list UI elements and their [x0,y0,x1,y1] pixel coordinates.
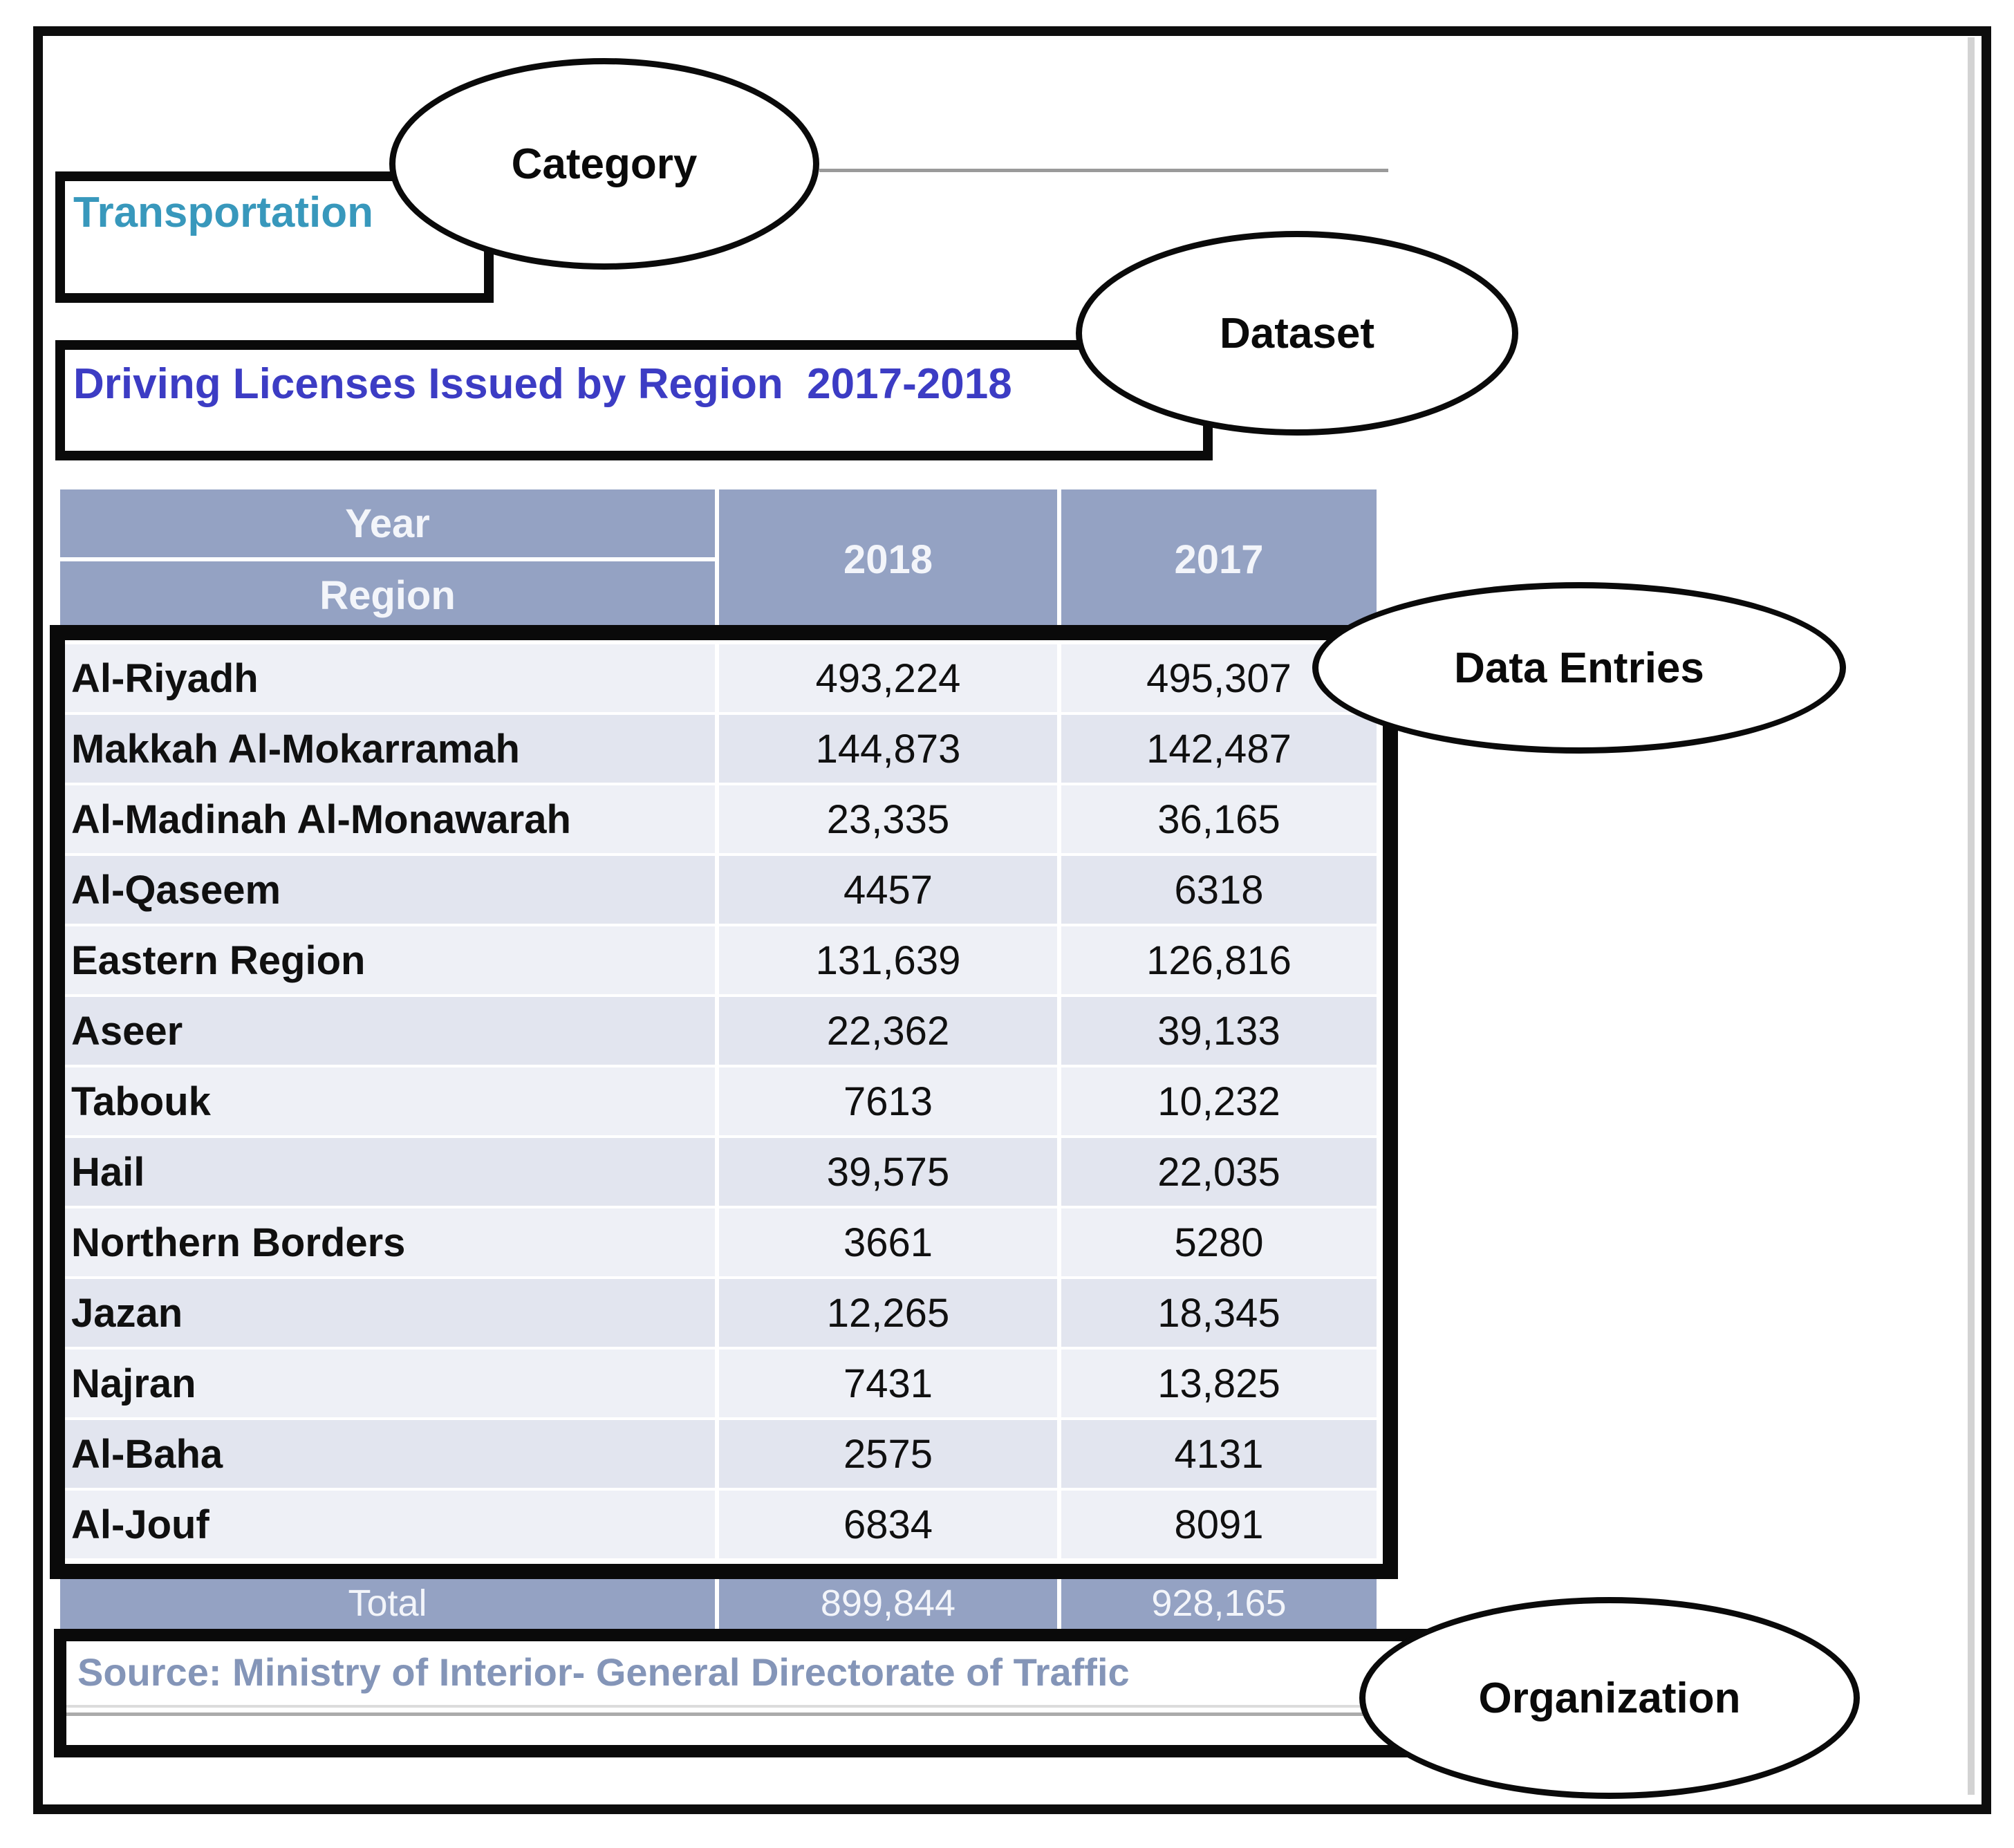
value-2018-cell: 4457 [719,856,1057,924]
organization-callout: Organization [1359,1597,1860,1799]
header-col-2017: 2017 [1061,489,1377,629]
total-2018-cell: 899,844 [719,1576,1057,1630]
value-2017-cell: 18,345 [1061,1279,1377,1347]
region-cell: Najran [60,1350,715,1417]
table-row: Al-Qaseem 4457 6318 [60,856,1377,924]
data-entries-callout: Data Entries [1312,582,1846,754]
region-cell: Northern Borders [60,1208,715,1276]
table-body: Al-Riyadh 493,224 495,307 Makkah Al-Moka… [60,644,1377,1558]
region-cell: Tabouk [60,1067,715,1135]
header-year-label: Year [60,489,715,557]
value-2017-cell: 22,035 [1061,1138,1377,1206]
region-cell: Al-Madinah Al-Monawarah [60,785,715,853]
value-2018-cell: 12,265 [719,1279,1057,1347]
source-divider-line [64,1712,1398,1716]
table-row: Jazan 12,265 18,345 [60,1279,1377,1347]
source-text: Source: Ministry of Interior- General Di… [77,1650,1130,1694]
table-row: Tabouk 7613 10,232 [60,1067,1377,1135]
header-region-label: Region [60,561,715,629]
data-entries-callout-label: Data Entries [1454,644,1704,692]
table-row: Aseer 22,362 39,133 [60,997,1377,1065]
figure-border [33,26,1991,1814]
value-2018-cell: 131,639 [719,926,1057,994]
table-total-row: Total 899,844 928,165 [60,1576,1377,1630]
value-2017-cell: 5280 [1061,1208,1377,1276]
value-2017-cell: 126,816 [1061,926,1377,994]
total-label-cell: Total [60,1576,715,1630]
value-2017-cell: 8091 [1061,1491,1377,1558]
data-table: Year Region 2018 2017 Al-Riyadh 493,224 … [60,489,1377,1630]
value-2018-cell: 3661 [719,1208,1057,1276]
total-2017-cell: 928,165 [1061,1576,1377,1630]
value-2017-cell: 6318 [1061,856,1377,924]
dataset-callout: Dataset [1076,231,1518,436]
value-2018-cell: 23,335 [719,785,1057,853]
value-2017-cell: 10,232 [1061,1067,1377,1135]
region-cell: Al-Qaseem [60,856,715,924]
table-row: Makkah Al-Mokarramah 144,873 142,487 [60,715,1377,783]
dataset-title: Driving Licenses Issued by Region 2017-2… [73,360,1012,408]
table-row: Northern Borders 3661 5280 [60,1208,1377,1276]
region-cell: Al-Baha [60,1420,715,1488]
table-row: Hail 39,575 22,035 [60,1138,1377,1206]
value-2017-cell: 36,165 [1061,785,1377,853]
value-2018-cell: 22,362 [719,997,1057,1065]
region-cell: Eastern Region [60,926,715,994]
value-2018-cell: 2575 [719,1420,1057,1488]
value-2017-cell: 142,487 [1061,715,1377,783]
region-cell: Al-Riyadh [60,644,715,712]
value-2018-cell: 39,575 [719,1138,1057,1206]
table-row: Eastern Region 131,639 126,816 [60,926,1377,994]
value-2018-cell: 493,224 [719,644,1057,712]
value-2018-cell: 6834 [719,1491,1057,1558]
table-row: Najran 7431 13,825 [60,1350,1377,1417]
category-value: Transportation [73,189,374,236]
source-divider-line [64,1705,1398,1708]
region-cell: Makkah Al-Mokarramah [60,715,715,783]
value-2018-cell: 7431 [719,1350,1057,1417]
table-row: Al-Madinah Al-Monawarah 23,335 36,165 [60,785,1377,853]
value-2017-cell: 39,133 [1061,997,1377,1065]
dataset-callout-label: Dataset [1220,309,1374,357]
region-cell: Hail [60,1138,715,1206]
value-2018-cell: 7613 [719,1067,1057,1135]
value-2017-cell: 13,825 [1061,1350,1377,1417]
category-callout-label: Category [511,140,698,188]
page-top-rule [819,169,1388,172]
page-edge-right [1968,37,1975,1795]
region-cell: Al-Jouf [60,1491,715,1558]
category-callout: Category [389,58,819,270]
organization-callout-label: Organization [1478,1674,1741,1722]
table-header: Year Region 2018 2017 [60,489,1377,629]
value-2017-cell: 4131 [1061,1420,1377,1488]
table-row: Al-Baha 2575 4131 [60,1420,1377,1488]
header-year-region-cell: Year Region [60,489,715,629]
value-2018-cell: 144,873 [719,715,1057,783]
region-cell: Aseer [60,997,715,1065]
header-col-2018: 2018 [719,489,1057,629]
table-row: Al-Jouf 6834 8091 [60,1491,1377,1558]
region-cell: Jazan [60,1279,715,1347]
